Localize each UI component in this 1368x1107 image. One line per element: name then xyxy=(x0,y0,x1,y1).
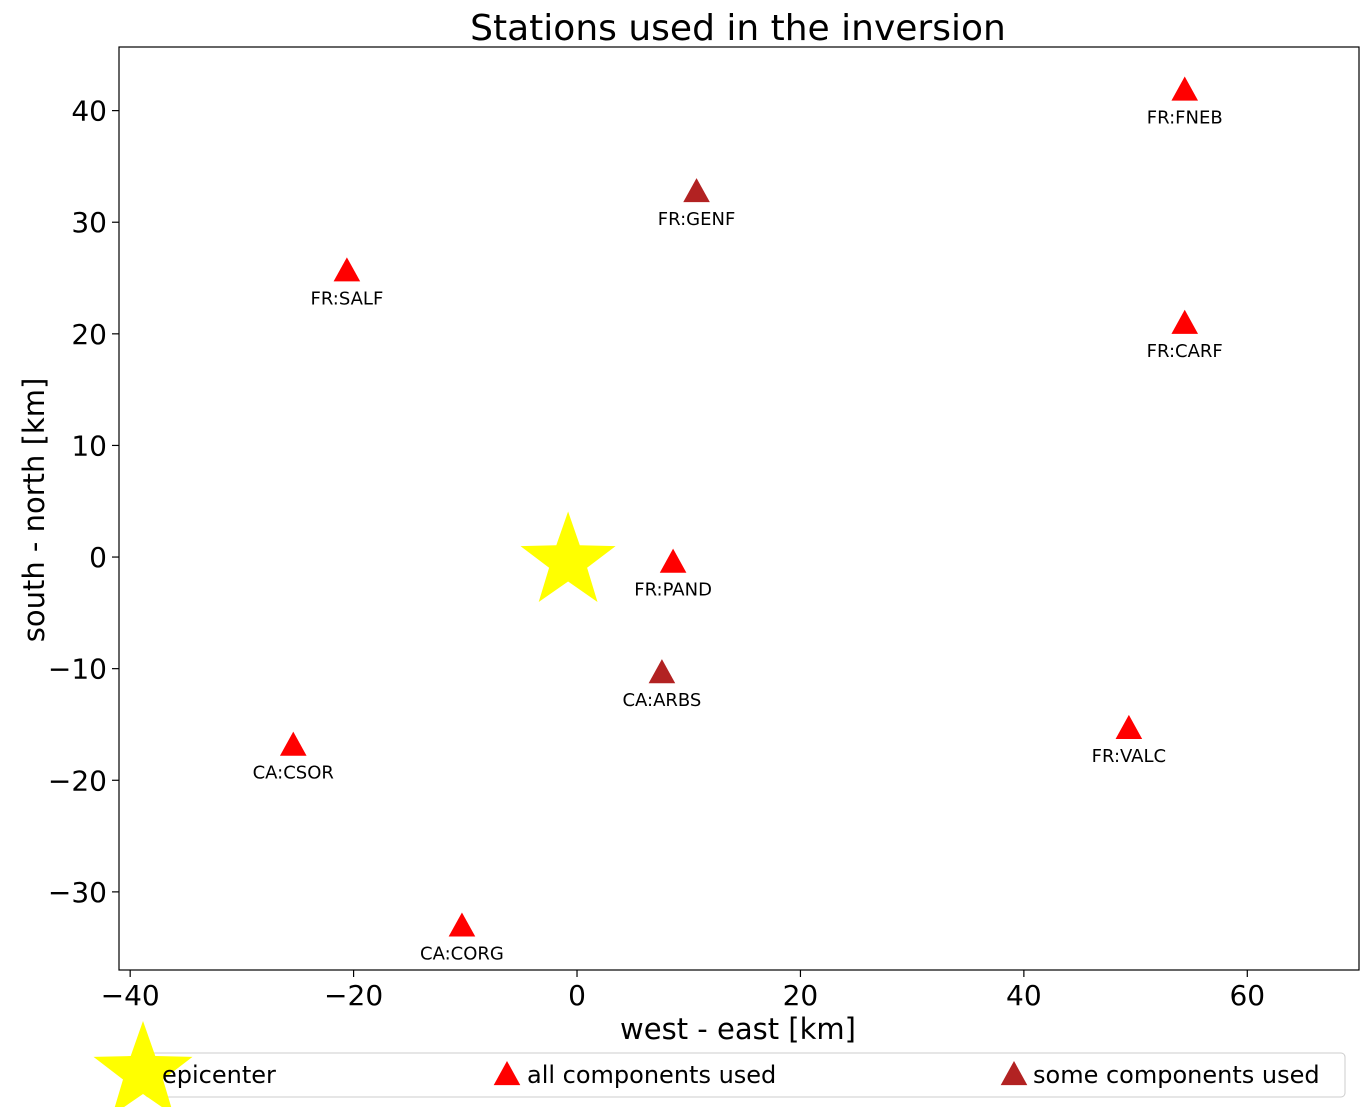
station-label-ca-corg: CA:CORG xyxy=(420,943,504,964)
station-marker-ca-arbs xyxy=(648,659,676,684)
station-label-ca-csor: CA:CSOR xyxy=(253,763,334,784)
station-marker-ca-corg xyxy=(448,912,476,937)
x-axis-ticks: −40 −20 0 20 40 60 xyxy=(101,970,1265,1012)
station-marker-fr-fneb xyxy=(1171,76,1199,101)
y-tick-label: 40 xyxy=(71,95,107,128)
station-label-ca-arbs: CA:ARBS xyxy=(622,690,701,711)
legend: epicenter all components used some compone… xyxy=(93,1021,1346,1107)
y-tick-label: 20 xyxy=(71,318,107,351)
station-label-fr-pand: FR:PAND xyxy=(634,580,712,601)
station-label-fr-genf: FR:GENF xyxy=(658,209,736,230)
legend-all-icon xyxy=(493,1061,521,1086)
plot-area xyxy=(118,46,1360,971)
y-tick-label: −30 xyxy=(48,876,107,909)
station-marker-fr-carf xyxy=(1171,309,1199,334)
y-tick-label: 30 xyxy=(71,206,107,239)
legend-some-icon xyxy=(1000,1061,1028,1086)
legend-label-all: all components used xyxy=(527,1061,776,1089)
station-marker-fr-genf xyxy=(683,178,710,203)
legend-epicenter-icon xyxy=(93,1021,193,1107)
station-marker-fr-valc xyxy=(1115,714,1143,740)
legend-label-epicenter: epicenter xyxy=(162,1061,276,1089)
x-tick-label: 60 xyxy=(1229,979,1265,1012)
station-marker-fr-pand xyxy=(659,548,687,573)
station-markers: FR:FNEB FR:GENF FR:SALF FR:CARF FR:PAND CA:AR… xyxy=(253,76,1223,964)
station-label-fr-carf: FR:CARF xyxy=(1147,341,1223,362)
x-tick-label: −20 xyxy=(324,979,383,1012)
legend-label-some: some components used xyxy=(1033,1061,1320,1089)
x-tick-label: −40 xyxy=(101,979,160,1012)
y-tick-label: −10 xyxy=(48,653,107,686)
y-tick-label: 0 xyxy=(89,541,107,574)
plot-frame xyxy=(118,46,1360,971)
y-axis-label: south - north [km] xyxy=(17,378,51,643)
station-marker-ca-csor xyxy=(279,731,307,756)
chart-title: Stations used in the inversion xyxy=(470,8,1006,49)
x-tick-label: 20 xyxy=(783,979,819,1012)
station-label-fr-valc: FR:VALC xyxy=(1092,746,1166,767)
x-tick-label: 0 xyxy=(568,979,586,1012)
y-tick-label: −20 xyxy=(48,764,107,797)
y-axis-ticks: −30 −20 −10 0 10 20 30 40 xyxy=(48,95,119,909)
station-label-fr-salf: FR:SALF xyxy=(310,288,383,309)
station-label-fr-fneb: FR:FNEB xyxy=(1147,108,1223,129)
epicenter-star xyxy=(520,511,616,602)
y-tick-label: 10 xyxy=(71,429,107,462)
x-tick-label: 40 xyxy=(1006,979,1042,1012)
station-marker-fr-salf xyxy=(333,257,361,282)
x-axis-label: west - east [km] xyxy=(620,1012,856,1046)
